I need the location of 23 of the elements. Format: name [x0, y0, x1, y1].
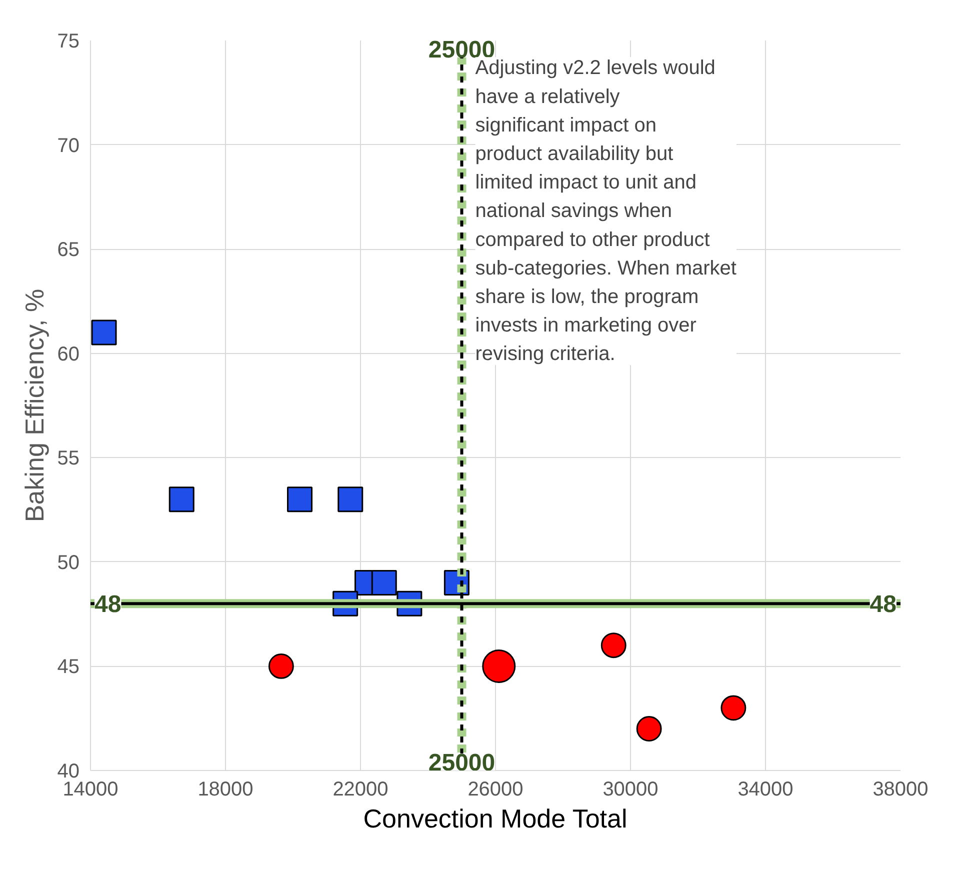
y-tick-label: 70: [57, 134, 80, 157]
x-tick-label: 18000: [198, 778, 254, 800]
x-tick-label: 38000: [872, 778, 928, 800]
y-tick-label: 45: [57, 656, 80, 678]
x-tick-label: 26000: [468, 778, 524, 800]
x-axis-title: Convection Mode Total: [363, 804, 628, 834]
y-tick-label: 55: [57, 448, 80, 470]
text: 48: [870, 591, 897, 618]
text: 25000: [428, 750, 496, 776]
x-tick-label: 34000: [738, 778, 794, 800]
x-tick-label: 22000: [332, 778, 388, 800]
point: [91, 320, 117, 346]
y-tick-label: 50: [57, 552, 80, 574]
point: [338, 486, 364, 512]
point: [371, 570, 397, 596]
point: [168, 486, 194, 512]
y-tick-label: 60: [57, 343, 80, 366]
y-tick-label: 75: [57, 30, 80, 52]
x-tick-label: 30000: [602, 778, 658, 800]
y-axis-title: Baking Efficiency, %: [19, 288, 50, 522]
ref-line-label: 48: [94, 591, 122, 618]
y-tick-label: 65: [57, 239, 80, 262]
point: [287, 486, 312, 512]
